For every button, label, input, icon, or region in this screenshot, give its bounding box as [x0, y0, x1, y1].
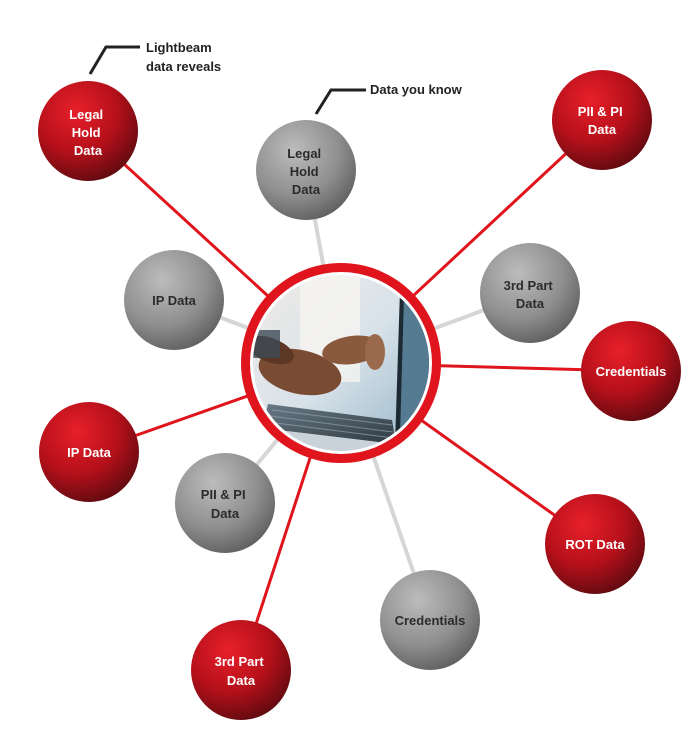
red-node-legal-hold: Legal Hold Data	[38, 81, 138, 181]
red-node-3rd-party: 3rd Part Data	[191, 620, 291, 720]
red-node-ip: IP Data	[39, 402, 139, 502]
callout-leader-lightbeam	[88, 45, 140, 75]
center-hub	[241, 263, 441, 463]
gray-node-3rd-party-label: 3rd Part Data	[504, 278, 557, 311]
gray-node-ip-label: IP Data	[152, 293, 197, 308]
red-node-pii-pi: PII & PI Data	[552, 70, 652, 170]
callout-lightbeam: Lightbeam data reveals	[146, 40, 221, 74]
callout-known: Data you know	[370, 82, 463, 97]
gray-node-ip: IP Data	[124, 250, 224, 350]
red-node-rot-label: ROT Data	[565, 537, 625, 552]
gray-node-pii-pi: PII & PI Data	[175, 453, 275, 553]
gray-node-pii-pi-label: PII & PI Data	[201, 487, 249, 521]
gray-node-legal-hold-label: Legal Hold Data	[287, 146, 325, 197]
callout-leader-known	[314, 88, 366, 115]
gray-node-credentials: Credentials	[380, 570, 480, 670]
gray-node-credentials-label: Credentials	[395, 613, 466, 628]
red-node-legal-hold-label: Legal Hold Data	[69, 107, 107, 158]
gray-node-3rd-party: 3rd Part Data	[480, 243, 580, 343]
red-node-credentials-label: Credentials	[596, 364, 667, 379]
red-node-3rd-party-label: 3rd Part Data	[215, 654, 268, 688]
red-node-credentials: Credentials	[581, 321, 681, 421]
red-node-rot: ROT Data	[545, 494, 645, 594]
gray-node-legal-hold: Legal Hold Data	[256, 120, 356, 220]
red-node-ip-label: IP Data	[67, 445, 112, 460]
red-node-pii-pi-label: PII & PI Data	[578, 104, 626, 137]
